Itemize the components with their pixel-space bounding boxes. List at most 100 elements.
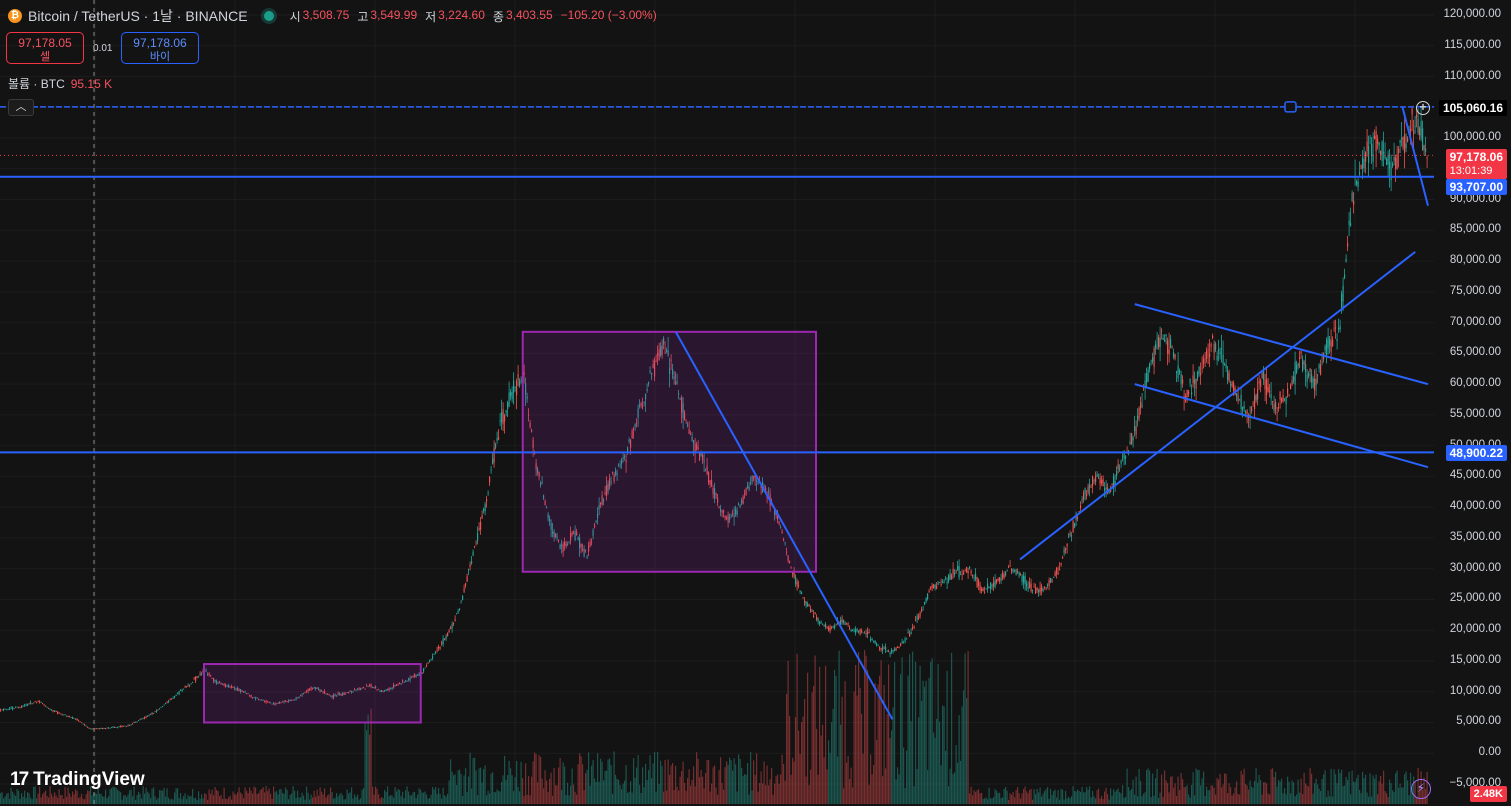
volume-legend[interactable]: 볼륨 · BTC 95.15 K <box>8 75 112 92</box>
volume-bar <box>946 670 948 804</box>
candle-body <box>120 725 122 728</box>
candle-body <box>577 537 579 540</box>
volume-bar <box>517 786 519 804</box>
candle-body <box>327 693 329 695</box>
volume-bar <box>435 787 437 804</box>
volume-bar <box>516 760 518 804</box>
candle-body <box>744 493 746 495</box>
candle-body <box>1341 293 1343 310</box>
candle-body <box>705 468 707 470</box>
candle-body <box>226 685 228 687</box>
volume-bar <box>997 793 999 804</box>
volume-bar <box>1234 787 1236 804</box>
candle-body <box>1062 557 1064 559</box>
volume-bar <box>117 789 119 804</box>
candle-body <box>433 653 435 655</box>
sell-button[interactable]: 97,178.05 셀 <box>6 32 84 64</box>
candle-body <box>1240 394 1242 410</box>
candle-body <box>85 725 87 727</box>
candle-body <box>409 677 411 680</box>
volume-bar <box>393 797 395 804</box>
candle-body <box>1017 570 1019 572</box>
candle-body <box>967 570 969 574</box>
candle-body <box>168 701 170 702</box>
volume-bar <box>54 792 56 804</box>
candle-body <box>736 510 738 515</box>
candle-body <box>1165 334 1167 337</box>
volume-bar <box>1261 794 1263 804</box>
volume-bar <box>1105 787 1107 804</box>
volume-bar <box>901 657 903 804</box>
volume-bar <box>277 794 279 804</box>
candle-body <box>828 627 830 631</box>
candle-body <box>40 702 42 703</box>
volume-bar <box>565 795 567 804</box>
volume-bar <box>1375 774 1377 804</box>
volume-bar <box>756 753 758 804</box>
candle-body <box>342 693 344 696</box>
volume-bar <box>388 796 390 804</box>
volume-bar <box>486 795 488 804</box>
volume-bar <box>378 794 380 804</box>
candle-body <box>252 697 254 699</box>
candle-body <box>1387 155 1389 165</box>
candle-body <box>154 711 156 713</box>
candle-body <box>799 590 801 592</box>
candle-body <box>1027 587 1029 589</box>
candle-body <box>1264 379 1266 390</box>
volume-bar <box>142 786 144 804</box>
volume-bar <box>480 767 482 804</box>
volume-bar <box>684 782 686 804</box>
volume-bar <box>691 779 693 804</box>
candle-body <box>934 584 936 589</box>
candle-body <box>366 685 368 687</box>
volume-bar <box>580 756 582 804</box>
candle-body <box>447 632 449 636</box>
add-alert-plus-icon[interactable]: + <box>1416 101 1430 115</box>
volume-bar <box>1005 786 1007 804</box>
volume-bar <box>1231 795 1233 804</box>
price-tick-label: 30,000.00 <box>1449 561 1501 574</box>
lightning-icon[interactable]: ⚡ <box>1411 779 1431 799</box>
volume-bar <box>139 793 141 804</box>
buy-button[interactable]: 97,178.06 바이 <box>121 32 199 64</box>
candle-body <box>121 726 123 727</box>
volume-bar <box>1399 783 1401 804</box>
candle-body <box>346 692 348 693</box>
candle-body <box>199 673 201 675</box>
candle-body <box>208 673 210 675</box>
volume-bar <box>1288 781 1290 804</box>
candle-body <box>144 716 146 719</box>
candle-body <box>106 727 108 729</box>
candle-body <box>1278 407 1280 409</box>
volume-bar <box>789 715 791 804</box>
candle-body <box>741 500 743 504</box>
price-axis[interactable]: 120,000.00115,000.00110,000.00105,000.00… <box>1434 0 1511 806</box>
candle-body <box>618 464 620 466</box>
candle-body <box>639 405 641 406</box>
volume-bar <box>1123 797 1125 804</box>
candle-body <box>175 695 177 696</box>
candle-body <box>127 725 129 726</box>
candle-body <box>1152 357 1154 362</box>
volume-bar <box>982 798 984 804</box>
volume-bar <box>990 798 992 804</box>
candle-body <box>1219 351 1221 355</box>
volume-bar <box>225 798 227 804</box>
volume-bar <box>777 774 779 804</box>
candle-body <box>606 485 608 496</box>
close-label: 종 <box>492 9 504 24</box>
volume-bar <box>274 792 276 804</box>
volume-bar <box>523 795 525 804</box>
candle-body <box>868 632 870 633</box>
symbol-title[interactable]: Bitcoin / TetherUS · 1날 · BINANCE <box>28 8 248 24</box>
volume-bar <box>726 761 728 804</box>
candle-body <box>36 702 38 704</box>
collapse-legend-button[interactable]: ︿ <box>8 99 34 116</box>
volume-bar <box>138 791 140 804</box>
candle-body <box>1375 131 1377 152</box>
candle-body <box>703 460 705 463</box>
volume-bar <box>778 783 780 804</box>
candle-body <box>754 473 756 480</box>
